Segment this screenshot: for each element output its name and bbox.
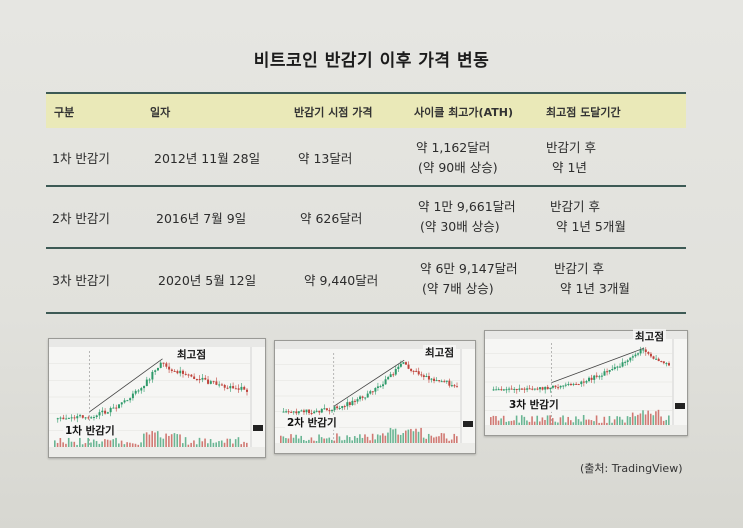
chart-halving-2: 최고점 2차 반감기 bbox=[274, 340, 476, 454]
row-ath-multiple: (약 30배 상승) bbox=[420, 219, 500, 234]
row-label: 3차 반감기 bbox=[52, 273, 110, 288]
candlestick-chart bbox=[275, 341, 475, 453]
row-date: 2020년 5월 12일 bbox=[158, 273, 257, 288]
row-date: 2012년 11월 28일 bbox=[154, 151, 261, 166]
source-caption: (출처: TradingView) bbox=[580, 462, 683, 475]
chart-halving-1: 최고점 1차 반감기 bbox=[48, 338, 266, 458]
candlestick-chart bbox=[485, 331, 687, 435]
row-period-length: 약 1년 3개월 bbox=[560, 281, 630, 296]
row-label: 1차 반감기 bbox=[52, 151, 110, 166]
row-ath: 약 1,162달러 bbox=[416, 140, 491, 155]
header-halving-price: 반감기 시점 가격 bbox=[294, 106, 373, 119]
table-bottom-rule bbox=[46, 312, 686, 314]
peak-label: 최고점 bbox=[633, 329, 666, 344]
row-period-length: 약 1년 5개월 bbox=[556, 219, 626, 234]
row-ath: 약 6만 9,147달러 bbox=[420, 261, 518, 276]
price-charts: 최고점 1차 반감기 최고점 2차 반감기 최고점 3차 반감기 bbox=[48, 329, 688, 458]
table-top-rule bbox=[46, 92, 686, 94]
page-title: 비트코인 반감기 이후 가격 변동 bbox=[253, 51, 490, 71]
halving-label: 2차 반감기 bbox=[285, 415, 339, 430]
header-ath: 사이클 최고가(ATH) bbox=[414, 106, 513, 119]
row-divider bbox=[46, 185, 686, 187]
table-header-row: 구분 일자 반감기 시점 가격 사이클 최고가(ATH) 최고점 도달기간 bbox=[46, 94, 686, 128]
row-period: 반감기 후 bbox=[546, 140, 596, 155]
chart-halving-3: 최고점 3차 반감기 bbox=[484, 329, 688, 436]
halving-label: 1차 반감기 bbox=[63, 423, 117, 438]
peak-label: 최고점 bbox=[423, 345, 456, 360]
row-divider bbox=[46, 247, 686, 249]
row-price: 약 13달러 bbox=[298, 151, 353, 166]
row-ath: 약 1만 9,661달러 bbox=[418, 199, 516, 214]
candlestick-chart bbox=[49, 339, 265, 457]
halving-label: 3차 반감기 bbox=[507, 397, 561, 412]
row-price: 약 9,440달러 bbox=[304, 273, 379, 288]
row-period: 반감기 후 bbox=[550, 199, 600, 214]
row-period: 반감기 후 bbox=[554, 261, 604, 276]
row-date: 2016년 7월 9일 bbox=[156, 211, 247, 226]
peak-label: 최고점 bbox=[175, 347, 208, 362]
header-category: 구분 bbox=[54, 106, 75, 119]
row-label: 2차 반감기 bbox=[52, 211, 110, 226]
row-price: 약 626달러 bbox=[300, 211, 363, 226]
row-period-length: 약 1년 bbox=[552, 160, 587, 175]
header-peak-period: 최고점 도달기간 bbox=[546, 106, 621, 119]
row-ath-multiple: (약 7배 상승) bbox=[422, 281, 494, 296]
header-date: 일자 bbox=[150, 106, 171, 119]
row-ath-multiple: (약 90배 상승) bbox=[418, 160, 498, 175]
